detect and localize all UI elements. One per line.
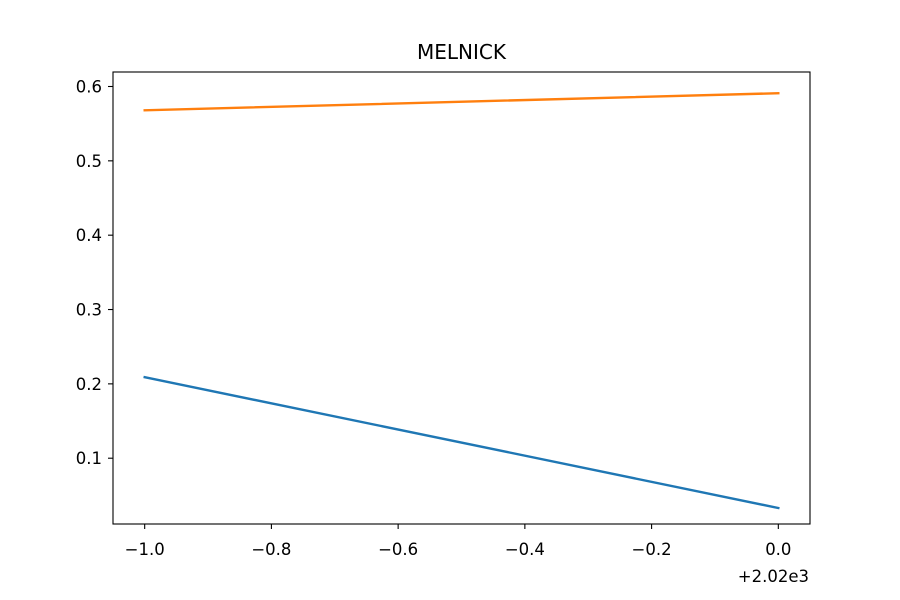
x-tick-label: −0.2	[632, 540, 672, 559]
series-line-1	[143, 375, 780, 510]
x-tick-label: −0.4	[505, 540, 545, 559]
axes-frame	[112, 71, 811, 525]
x-axis: −1.0 −0.8 −0.6 −0.4 −0.2 0.0	[125, 524, 791, 559]
y-tick-label: 0.1	[76, 449, 102, 468]
y-tick-label: 0.5	[76, 152, 102, 171]
series-line-2	[143, 91, 780, 112]
y-tick-label: 0.3	[76, 301, 102, 320]
y-tick-label: 0.6	[76, 77, 102, 96]
x-tick-label: −1.0	[125, 540, 165, 559]
x-tick-label: 0.0	[765, 540, 791, 559]
y-axis: 0.1 0.2 0.3 0.4 0.5 0.6	[76, 77, 113, 468]
x-tick-label: −0.6	[378, 540, 418, 559]
chart-title: MELNICK	[417, 40, 507, 64]
y-tick-label: 0.2	[76, 375, 102, 394]
x-tick-label: −0.8	[251, 540, 291, 559]
y-tick-label: 0.4	[76, 226, 102, 245]
plot-area	[143, 91, 780, 510]
x-axis-offset-label: +2.02e3	[738, 567, 809, 586]
